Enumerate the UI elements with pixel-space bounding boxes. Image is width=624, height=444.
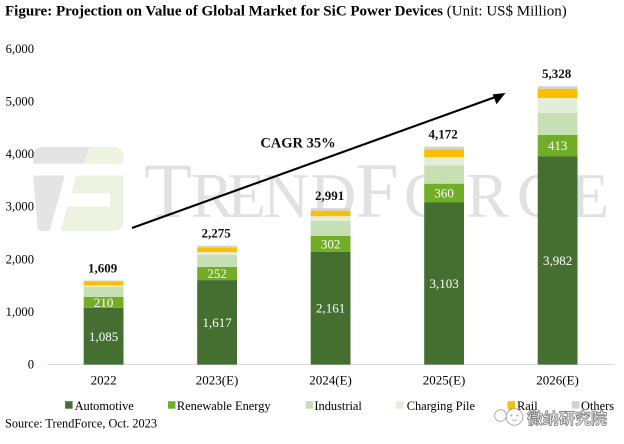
svg-text:Renewable Energy: Renewable Energy — [177, 399, 272, 413]
svg-text:2024(E): 2024(E) — [309, 372, 352, 387]
svg-text:2,275: 2,275 — [201, 226, 231, 241]
svg-text:4,000: 4,000 — [6, 147, 34, 161]
svg-text:Others: Others — [581, 399, 614, 413]
svg-text:Figure: Projection on Value of: Figure: Projection on Value of Global Ma… — [5, 4, 567, 20]
svg-text:5,000: 5,000 — [6, 95, 34, 109]
svg-text:5,328: 5,328 — [542, 66, 572, 81]
svg-text:TRENDFORCE: TRENDFORCE — [144, 147, 609, 234]
svg-text:3,103: 3,103 — [429, 276, 458, 291]
svg-text:1,085: 1,085 — [89, 329, 118, 344]
svg-text:6,000: 6,000 — [6, 42, 34, 56]
svg-text:302: 302 — [321, 236, 341, 251]
svg-text:Industrial: Industrial — [314, 399, 362, 413]
svg-text:210: 210 — [94, 295, 114, 310]
svg-text:CAGR 35%: CAGR 35% — [260, 136, 335, 152]
svg-text:3,000: 3,000 — [6, 200, 34, 214]
svg-text:360: 360 — [434, 186, 454, 201]
svg-text:252: 252 — [207, 266, 227, 281]
svg-text:2026(E): 2026(E) — [536, 372, 579, 387]
svg-text:2,991: 2,991 — [315, 188, 344, 203]
svg-text:2,000: 2,000 — [6, 252, 34, 266]
svg-text:2022: 2022 — [91, 372, 117, 387]
svg-text:Automotive: Automotive — [75, 399, 135, 413]
svg-text:2025(E): 2025(E) — [423, 372, 466, 387]
svg-text:3,982: 3,982 — [543, 253, 572, 268]
svg-text:1,609: 1,609 — [88, 260, 118, 275]
svg-text:413: 413 — [548, 138, 568, 153]
svg-text:Rail: Rail — [517, 399, 538, 413]
svg-text:0: 0 — [28, 357, 34, 371]
svg-text:Charging Pile: Charging Pile — [407, 399, 476, 413]
svg-text:2023(E): 2023(E) — [196, 372, 239, 387]
svg-text:1,617: 1,617 — [202, 315, 232, 330]
svg-text:1,000: 1,000 — [6, 305, 34, 319]
svg-text:Source: TrendForce, Oct. 2023: Source: TrendForce, Oct. 2023 — [5, 417, 157, 431]
svg-text:2,161: 2,161 — [316, 301, 345, 316]
svg-text:4,172: 4,172 — [428, 127, 457, 142]
